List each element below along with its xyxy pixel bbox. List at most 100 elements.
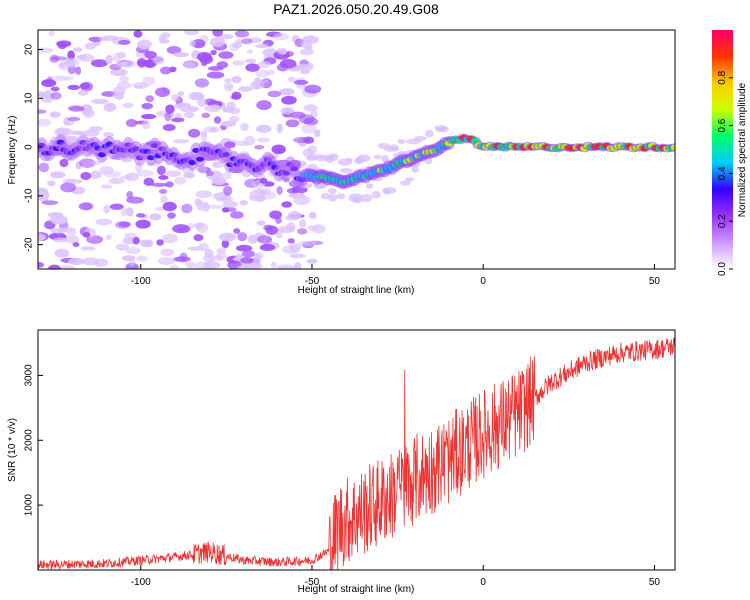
spectral-noise-blob — [206, 71, 225, 79]
spectral-noise-blob — [116, 81, 132, 89]
snr-series-line — [37, 337, 676, 571]
spectral-noise-blob — [229, 115, 240, 123]
spectral-noise-blob — [84, 42, 96, 50]
spectral-noise-blob — [67, 50, 75, 61]
ridge-core-blob — [290, 166, 299, 172]
spectrogram-xtick-label: -100 — [131, 276, 151, 287]
snr-ytick-label: 2000 — [24, 429, 35, 452]
spectral-noise-blob — [234, 30, 250, 38]
spectral-noise-blob — [435, 127, 445, 133]
spectral-noise-blob — [63, 57, 80, 68]
spectral-noise-blob — [165, 170, 181, 177]
spectral-noise-blob — [79, 158, 96, 168]
spectral-noise-blob — [120, 206, 128, 217]
spectral-noise-blob — [189, 39, 196, 47]
spectral-noise-blob — [72, 242, 80, 247]
spectral-noise-blob — [277, 264, 295, 269]
spectral-noise-blob — [323, 154, 335, 160]
spectral-noise-blob — [289, 243, 302, 252]
spectral-noise-blob — [267, 90, 282, 98]
spectral-noise-blob — [49, 171, 66, 179]
spectrogram-xlabel: Height of straight line (km) — [298, 285, 415, 296]
spectrogram-ytick-label: 10 — [24, 92, 35, 104]
colorbar: 0.0 0.2 0.4 0.6 0.8 Normalized spectral ampl… — [712, 30, 748, 276]
figure-title: PAZ1.2026.050.20.49.G08 — [273, 1, 439, 17]
spectral-noise-blob — [239, 200, 248, 206]
spectral-noise-blob — [288, 192, 305, 199]
spectral-noise-blob — [159, 66, 172, 75]
snr-panel: -100 -50 0 50 1000 2000 3000 Height of straig… — [7, 329, 676, 595]
spectral-noise-blob — [151, 182, 168, 187]
spectral-noise-blob — [155, 87, 171, 97]
spectral-noise-blob — [296, 228, 308, 235]
spectral-noise-blob — [287, 210, 302, 221]
spectral-noise-blob — [50, 215, 68, 225]
spectral-noise-blob — [287, 238, 295, 244]
spectral-noise-blob — [286, 222, 296, 233]
spectral-noise-blob — [119, 75, 129, 84]
spectral-noise-blob — [48, 30, 55, 37]
spectral-noise-blob — [89, 126, 103, 132]
spectral-noise-blob — [145, 95, 155, 103]
colorbar-gradient — [712, 30, 733, 269]
spectral-noise-blob — [82, 109, 95, 118]
spectral-noise-blob — [128, 257, 136, 267]
spectral-noise-blob — [293, 79, 309, 85]
spectral-noise-blob — [38, 162, 50, 173]
spectral-noise-blob — [118, 39, 131, 45]
spectral-noise-blob — [280, 107, 295, 115]
spectral-noise-blob — [103, 102, 117, 112]
snr-xlabel: Height of straight line (km) — [298, 584, 415, 595]
spectral-noise-blob — [235, 39, 243, 45]
spectral-noise-blob — [214, 254, 223, 262]
spectral-noise-blob — [100, 184, 113, 189]
spectral-noise-blob — [293, 262, 302, 269]
spectrogram-xtick-label: -50 — [305, 276, 320, 287]
spectral-noise-blob — [199, 54, 214, 65]
spectral-noise-blob — [345, 157, 353, 163]
spectral-noise-blob — [165, 104, 175, 114]
snr-ytick-label: 3000 — [24, 364, 35, 387]
spectral-noise-blob — [240, 123, 249, 131]
snr-ytick-label: 1000 — [24, 494, 35, 517]
spectral-noise-blob — [328, 193, 338, 202]
spectrogram-ylabel: Frequency (Hz) — [7, 116, 18, 185]
spectral-noise-blob — [237, 232, 248, 242]
spectral-noise-blob — [254, 144, 265, 150]
spectral-noise-blob — [218, 51, 234, 59]
spectral-noise-blob — [209, 127, 217, 133]
spectral-noise-blob — [355, 156, 365, 164]
spectral-amplitude-field — [38, 30, 675, 269]
spectral-noise-blob — [241, 38, 253, 45]
colorbar-label: Normalized spectral amplitude — [737, 82, 748, 217]
spectral-noise-blob — [141, 113, 157, 120]
spectral-noise-blob — [88, 36, 103, 42]
spectral-noise-blob — [50, 86, 60, 92]
spectral-noise-blob — [49, 111, 61, 118]
spectral-noise-blob — [169, 264, 179, 269]
spectral-noise-blob — [133, 30, 143, 38]
spectral-noise-blob — [306, 258, 318, 264]
ridge-core-blob — [195, 156, 204, 162]
spectral-noise-blob — [270, 261, 278, 268]
spectral-noise-blob — [46, 76, 54, 85]
spectral-noise-blob — [115, 221, 131, 229]
spectral-noise-blob — [231, 76, 242, 84]
colorbar-tick-label: 0.2 — [717, 214, 728, 228]
spectral-noise-blob — [135, 219, 151, 229]
spectral-noise-blob — [269, 210, 283, 220]
spectral-noise-blob — [400, 180, 411, 186]
spectral-noise-blob — [109, 203, 124, 210]
spectral-noise-blob — [307, 225, 320, 231]
spectral-noise-blob — [171, 117, 185, 123]
spectral-noise-blob — [171, 93, 180, 102]
spectral-noise-blob — [126, 191, 134, 199]
spectral-noise-blob — [245, 63, 260, 72]
spectral-noise-blob — [132, 236, 140, 245]
spectral-noise-blob — [164, 111, 172, 122]
spectral-noise-blob — [424, 129, 434, 138]
spectral-noise-blob — [172, 139, 190, 144]
spectral-noise-blob — [142, 76, 156, 86]
snr-xtick-label: -100 — [131, 577, 151, 588]
spectral-noise-blob — [265, 225, 279, 235]
